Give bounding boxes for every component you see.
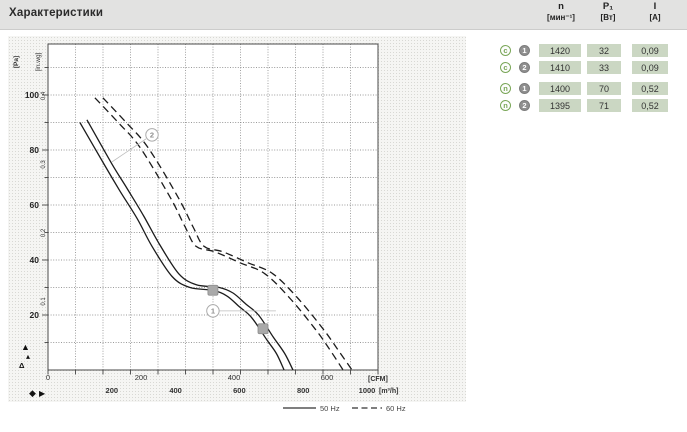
table-cell: 1420 (539, 44, 581, 57)
table-row: n 1 1400 70 0,52 (0, 82, 687, 95)
legend-label-60hz: 60 Hz (386, 404, 406, 413)
table-row: c 1 1420 32 0,09 (0, 44, 687, 57)
table-header-n: n [мин⁻¹] (529, 1, 593, 22)
curve-number-annotation (145, 128, 159, 142)
x-tick-label-cfm: 200 (135, 373, 148, 382)
curve-number-icon: 1 (519, 83, 530, 94)
curve-number-annotation-label: 2 (150, 130, 154, 139)
table-cell: 0,09 (632, 61, 668, 74)
column-symbol: P₁ (602, 1, 614, 12)
airflow-axis-arrow-icon: ▶ (39, 389, 46, 398)
curve-number-annotation-label: 1 (211, 306, 215, 315)
x-tick-label-m3h: 800 (297, 386, 310, 395)
annotation-leader-line (111, 138, 147, 163)
column-symbol: n (558, 1, 564, 12)
table-cell: 0,09 (632, 44, 668, 57)
curve-type-icon: n (500, 100, 511, 111)
table-row: c 2 1410 33 0,09 (0, 61, 687, 74)
x-tick-label-m3h: 400 (169, 386, 182, 395)
curve-number-icon: 1 (519, 45, 530, 56)
operating-point-marker (207, 284, 219, 296)
curve-type-icon: c (500, 62, 511, 73)
table-cell: 33 (587, 61, 621, 74)
page-title: Характеристики (9, 7, 104, 19)
table-cell: 1395 (539, 99, 581, 112)
curve-curve-2-60hz (102, 97, 353, 371)
curve-number-icon: 2 (519, 62, 530, 73)
fan-performance-chart: 20 40 60 80 100 0.1 0.2 0.3 0.4 [Pa] [in.wg] 0 200 40… (13, 43, 406, 413)
airflow-fan-icon: ◆ (29, 388, 36, 398)
legend-label-50hz: 50 Hz (320, 404, 340, 413)
column-unit: [мин⁻¹] (547, 12, 575, 22)
pressure-axis-arrow-icon: ▲ (21, 342, 30, 352)
curve-number-icon: 2 (519, 100, 530, 111)
table-cell: 32 (587, 44, 621, 57)
table-cell: 70 (587, 82, 621, 95)
y-tick-label-pa: 100 (25, 90, 39, 100)
y-tick-label-pa: 40 (30, 255, 40, 265)
table-cell: 71 (587, 99, 621, 112)
x-tick-label-cfm: 400 (228, 373, 241, 382)
table-cell: 1410 (539, 61, 581, 74)
y-tick-label-pa: 80 (30, 145, 40, 155)
x-tick-label-cfm: 0 (46, 373, 50, 382)
curve-type-icon: n (500, 83, 511, 94)
table-row: n 2 1395 71 0,52 (0, 99, 687, 112)
y-tick-label-pa: 60 (30, 200, 40, 210)
column-unit: [A] (649, 12, 661, 22)
curve-type-icon: c (500, 45, 511, 56)
x-axis-unit-cfm: [CFM] (368, 376, 388, 383)
table-header-p1: P₁ [Вт] (576, 1, 640, 22)
x-tick-label-m3h: 1000 (359, 386, 376, 395)
curve-curve-1-60hz (94, 97, 344, 371)
x-tick-label-cfm: 600 (321, 373, 334, 382)
y-tick-label-inwg: 0.4 (41, 91, 47, 100)
column-unit: [Вт] (600, 12, 616, 22)
operating-point-marker (257, 323, 269, 335)
y-tick-label-inwg: 0.3 (41, 160, 47, 169)
y-tick-label-pa: 20 (30, 310, 40, 320)
table-cell: 1400 (539, 82, 581, 95)
table-cell: 0,52 (632, 99, 668, 112)
x-axis-unit-m3h: [m³/h] (379, 388, 398, 395)
curve-curve-1-50hz (79, 122, 285, 371)
y-axis-unit-inwg: [in.wg] (35, 52, 42, 71)
section-header-bar: Характеристики n [мин⁻¹] P₁ [Вт] I [A] (0, 0, 687, 30)
delta-p-symbol: Δ (19, 361, 25, 370)
curve-number-annotation (206, 304, 220, 318)
column-symbol: I (653, 1, 657, 12)
y-tick-label-inwg: 0.1 (41, 297, 47, 306)
table-cell: 0,52 (632, 82, 668, 95)
y-axis-unit-pa: [Pa] (13, 56, 20, 68)
y-tick-label-inwg: 0.2 (41, 228, 47, 237)
x-tick-label-m3h: 600 (233, 386, 246, 395)
x-tick-label-m3h: 200 (106, 386, 119, 395)
pressure-axis-arrow-icon: ▴ (26, 352, 30, 361)
table-header-i: I [A] (623, 1, 687, 22)
